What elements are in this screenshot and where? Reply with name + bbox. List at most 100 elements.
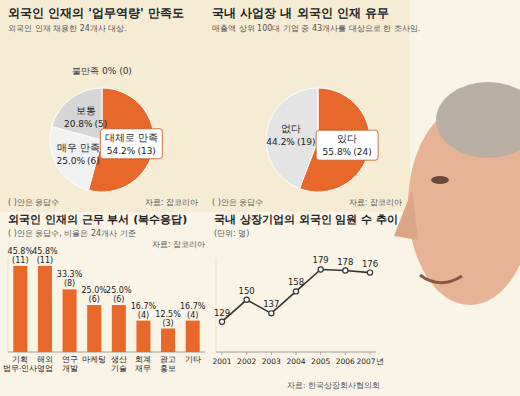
count-label: (4) [187, 311, 198, 320]
tick [345, 352, 346, 355]
tick [222, 352, 223, 355]
tick [320, 352, 321, 355]
marker [367, 270, 372, 275]
label-part: 불만족 [72, 66, 99, 76]
tick-label: 마케팅 [82, 355, 106, 364]
value-label: 16.7% [131, 302, 157, 311]
label-line: 홍보 [160, 364, 176, 373]
slice-labels: 있다55.8%(24)없다44.2%(19) [266, 123, 378, 160]
value-label: 44.2% [266, 137, 295, 147]
count-label: (11) [37, 256, 53, 265]
value-label: 25.0% [106, 286, 132, 295]
tick [370, 352, 371, 355]
slice-label: 불만족 0% (0) [72, 66, 132, 76]
series [219, 267, 372, 324]
slice-category: 없다 [281, 123, 301, 134]
count-label: (4) [138, 311, 149, 320]
axis-x [8, 352, 205, 353]
title: 외국인 인재의 '업무역량' 만족도 [8, 6, 184, 20]
bar [112, 305, 126, 352]
tick-label: 해외영업 [37, 355, 53, 373]
marker [269, 311, 274, 316]
value-label: 33.3% [57, 270, 83, 279]
data-label: 176 [362, 259, 378, 269]
label-line: 재무 [135, 364, 151, 373]
title: 외국인 인재의 근무 부서 (복수응답) [8, 213, 187, 226]
bar [136, 321, 150, 352]
label-line: 기술 [111, 364, 127, 373]
tick-label: 2004 [286, 357, 305, 366]
subtitle: (단위: 명) [214, 229, 249, 238]
tick-label: 생산기술 [111, 355, 127, 373]
photo-eye [431, 176, 449, 184]
note: ( )안은 응답수 [8, 198, 59, 207]
source: 자료: 잡코리아 [349, 198, 402, 207]
count-label: (6) [89, 295, 100, 304]
photo-mouth [420, 275, 462, 283]
slice-category: 매우 만족 [57, 142, 100, 153]
axis-y [8, 258, 9, 352]
slice-value: 55.8%(24) [323, 147, 372, 157]
data-label: 150 [239, 286, 255, 296]
data-label: 158 [288, 277, 304, 287]
marker [219, 319, 224, 324]
count-label: (8) [64, 279, 75, 288]
tick-label: 기타 [185, 355, 201, 364]
data-label: 179 [313, 255, 329, 265]
bar [38, 266, 52, 352]
count-label: (6) [87, 156, 100, 166]
bar [186, 321, 200, 352]
bar [161, 329, 175, 353]
slice-category: 대체로 만족 [105, 132, 158, 143]
slice-value: 54.2%(13) [107, 146, 156, 156]
axis-y [216, 258, 217, 352]
tick-label: 광고홍보 [160, 355, 176, 373]
slice [52, 88, 102, 140]
slice-value: 44.2%(19) [266, 137, 315, 147]
tick-label: 2002 [237, 357, 256, 366]
photo-hair [436, 82, 520, 158]
marker [343, 268, 348, 273]
subtitle: ( )안은 응답수, 비율은 24개사 기준 [8, 229, 136, 238]
tick-label: 2005 [311, 357, 330, 366]
count-label: (24) [353, 147, 371, 157]
count-label: (11) [12, 256, 28, 265]
tick-label: 2001 [212, 357, 231, 366]
slice-category: 보통 [76, 105, 96, 116]
tick [246, 352, 247, 355]
subtitle: 외국인 인재 채용한 24개사 대상. [8, 24, 127, 33]
source: 자료: 잡코리아 [145, 198, 198, 207]
tick-label: 2003 [262, 357, 281, 366]
line [222, 269, 370, 321]
value-label: 45.8% [32, 247, 58, 256]
count-label: (6) [113, 295, 124, 304]
source: 자료: 한국상장회사협의회 [287, 381, 380, 390]
label-part: (0) [116, 66, 132, 76]
label-part: 0% [99, 66, 117, 76]
value-label: 20.8% [64, 119, 93, 129]
marker [293, 289, 298, 294]
bar [13, 266, 27, 352]
data-label: 137 [263, 299, 279, 309]
label-line: 개발 [62, 364, 78, 373]
count-label: (13) [137, 146, 155, 156]
label-box [100, 129, 162, 159]
marker [244, 297, 249, 302]
subtitle: 매출액 상위 100대 기업 중 43개사를 대상으로 한 조사임. [212, 24, 420, 33]
tick [271, 352, 272, 355]
value-label: 45.8% [8, 247, 34, 256]
data-label: 178 [337, 257, 353, 267]
label-box [316, 130, 378, 160]
marker [318, 267, 323, 272]
bars [13, 266, 199, 352]
value-label: 16.7% [180, 302, 206, 311]
tick-label: 2007년 [356, 357, 383, 366]
label-line: 법무·인사 [3, 364, 37, 373]
title: 국내 상장기업의 외국인 임원 수 추이 [214, 213, 398, 226]
tick-label: 2006 [336, 357, 355, 366]
value-label: 25.0% [57, 156, 86, 166]
slice-value: 25.0%(6) [57, 156, 100, 166]
tick-label: 기획법무·인사 [3, 355, 37, 373]
title: 국내 사업장 내 외국인 인재 유무 [212, 6, 389, 20]
slice-labels: 대체로 만족54.2%(13)매우 만족25.0%(6)보통20.8%(5)불만… [57, 66, 163, 166]
